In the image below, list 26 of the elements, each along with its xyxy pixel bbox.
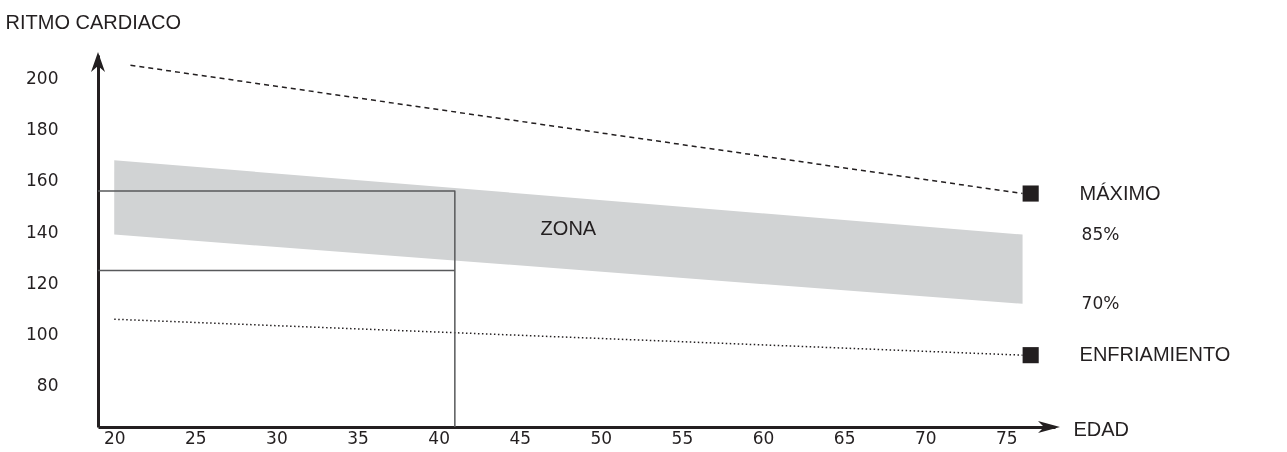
text: MÁXIMO: [1079, 181, 1161, 204]
x-tick-label: 70: [914, 427, 937, 448]
x-tick-label: 20: [103, 427, 126, 448]
y-tick-label: 80: [36, 375, 59, 396]
y-tick-label: 120: [26, 272, 59, 293]
x-tick-label: 60: [752, 427, 775, 448]
y-axis-title: RITMO CARDIACO: [5, 10, 182, 33]
x-axis-title: EDAD: [1073, 417, 1130, 440]
x-tick-label: 45: [509, 427, 532, 448]
y-tick-label: 180: [26, 118, 59, 139]
text: 85%: [1081, 223, 1120, 244]
y-tick-label: 100: [26, 324, 59, 345]
x-tick-label: 35: [347, 427, 369, 448]
x-tick-label: 25: [185, 427, 207, 448]
text: 70%: [1081, 292, 1120, 313]
y-tick-label: 140: [26, 221, 59, 242]
text: ENFRIAMIENTO: [1079, 343, 1231, 366]
x-tick-label: 30: [266, 427, 288, 448]
x-tick-label: 65: [833, 427, 856, 448]
x-tick-label: 40: [428, 427, 450, 448]
annotation: ZONA: [540, 217, 597, 240]
y-tick-label: 200: [26, 67, 59, 88]
x-tick-label: 55: [671, 427, 694, 448]
y-tick-label: 160: [26, 170, 59, 191]
x-tick-label: 75: [996, 427, 1018, 448]
x-tick-label: 50: [590, 427, 613, 448]
